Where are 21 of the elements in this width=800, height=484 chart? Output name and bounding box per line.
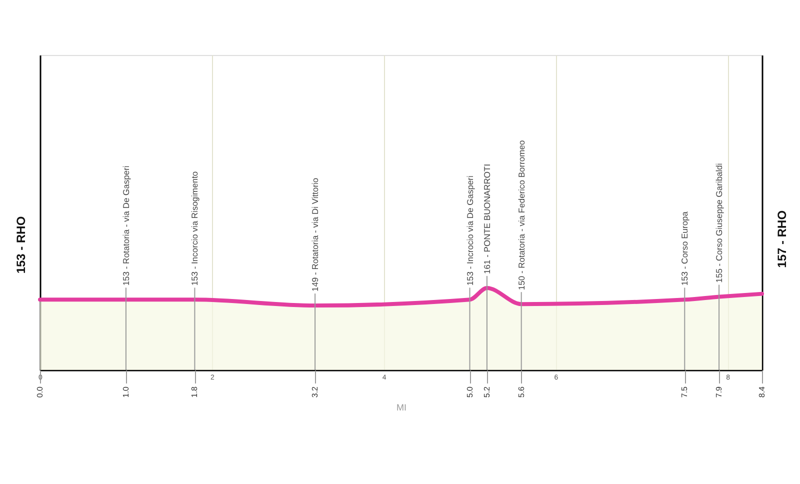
data-label: 150 - Rotatoria - via Federico Borromeo xyxy=(516,140,526,290)
x2-tick-label: 1.0 xyxy=(121,386,130,398)
x2-tick-label: 3.2 xyxy=(310,386,320,398)
x2-tick-label: 7.9 xyxy=(714,386,724,398)
x2-tick-label: 8.4 xyxy=(758,386,766,398)
data-label: 161 - PONTE BUONARROTI xyxy=(482,164,492,274)
data-label: 149 - Rotatoria - via Di Vittorio xyxy=(310,178,320,292)
x2-tick-label: 5.0 xyxy=(465,386,474,398)
data-label: 153 - Corso Europa xyxy=(680,211,690,286)
data-label: 153 - Incorcio via Risogimento xyxy=(190,171,200,286)
data-label: 153 - Rotatoria - via De Gasperi xyxy=(120,166,131,286)
data-label: 155 - Corso Giuseppe Garibaldi xyxy=(714,163,724,283)
x2-tick-label: 0.0 xyxy=(36,386,44,398)
data-label: 153 - Incrocio via De Gasperi xyxy=(464,175,475,286)
x2-tick-label: 5.6 xyxy=(516,386,526,398)
x-axis-title: MI xyxy=(396,402,406,413)
data-label: 153 - RHO xyxy=(14,216,28,274)
data-label: 157 - RHO xyxy=(775,210,789,268)
x2-tick-label: 1.8 xyxy=(190,386,200,398)
x2-tick-label: 5.2 xyxy=(482,386,492,398)
x2-tick-label: 7.5 xyxy=(680,386,690,398)
